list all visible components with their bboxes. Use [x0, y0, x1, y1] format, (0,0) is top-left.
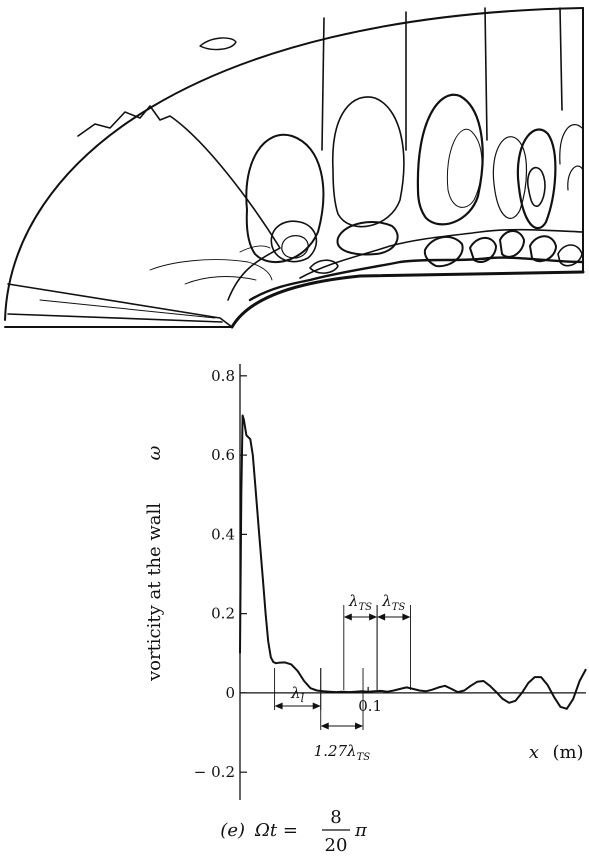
series-layer: [239, 414, 587, 710]
eddy-5-outer: [559, 124, 583, 165]
wall-cell-4: [499, 230, 525, 258]
wavelength-annotations: λl 1.27λTS λTS λTS: [274, 592, 411, 763]
eddy-2-lower: [336, 221, 399, 256]
wavy-wall-band-2: [299, 228, 584, 279]
caption-lhs: Ωt =: [254, 820, 298, 841]
figure-caption: (e) Ωt = 8 20 π: [220, 807, 368, 856]
leading-streak: [7, 283, 233, 328]
thin-contour-c: [239, 245, 271, 253]
lambda-ts-scaled-arrow-left: [320, 722, 329, 730]
top-left-blob: [199, 37, 237, 51]
thin-contour-a: [149, 259, 273, 281]
caption-suffix: π: [354, 820, 368, 841]
lambda-l-arrow-right: [312, 702, 321, 710]
x-tick-label: 0.1: [358, 697, 382, 715]
wall-cell-2: [423, 235, 464, 268]
vertical-line-3: [484, 7, 488, 141]
y-axis-label: vorticity at the wall: [144, 503, 165, 682]
y-tick-label: − 0.2: [194, 763, 235, 781]
vertical-line-4: [559, 7, 563, 111]
eddy-5-inner: [567, 165, 584, 191]
caption-denominator: 20: [325, 835, 348, 856]
vorticity-contour-plot: [4, 7, 585, 329]
eddy-4-outer: [492, 136, 528, 219]
wall-vorticity-chart: 0.8 0.6 0.4 0.2 0 − 0.2 0.1 λl 1.27λTS λTS λTS v…: [144, 364, 587, 800]
lambda-ts-2-arrow-right: [402, 613, 411, 621]
leading-streak-low: [7, 313, 223, 323]
y-tick-label: 0.2: [211, 605, 235, 623]
eddy-4-core: [526, 166, 546, 208]
eddy-3-outer: [416, 93, 484, 226]
domain-outer-arc: [4, 7, 584, 321]
lambda-ts-scaled-label: 1.27λTS: [314, 742, 371, 763]
y-tick-label: 0: [225, 684, 235, 702]
y-tick-label: 0.4: [211, 525, 235, 543]
outer-contour: [77, 105, 281, 301]
wall-vorticity-line: [239, 414, 587, 710]
lambda-ts-1-arrow-right: [369, 613, 378, 621]
eddy-1-outer: [245, 133, 325, 263]
eddy-2-outer: [332, 96, 405, 228]
y-tick-label: 0.8: [211, 367, 235, 385]
wall-cell-5: [529, 235, 557, 263]
lambda-ts-scaled-arrow-right: [355, 722, 364, 730]
y-tick-label: 0.6: [211, 446, 235, 464]
thin-contour-b: [184, 276, 257, 285]
lambda-l-arrow-left: [274, 702, 283, 710]
y-axis-symbol: ω: [144, 445, 165, 460]
eddy-1-core: [281, 235, 309, 259]
vertical-line-1: [321, 17, 325, 151]
lambda-ts-1-label: λTS: [348, 592, 372, 613]
caption-numerator: 8: [330, 807, 341, 828]
caption-prefix: (e): [220, 820, 245, 841]
eddy-1-inner: [270, 220, 318, 263]
leading-streak-inner: [39, 299, 216, 319]
lambda-l-label: λl: [290, 684, 305, 705]
eddy-4-bold: [516, 128, 557, 230]
y-axis: 0.8 0.6 0.4 0.2 0 − 0.2: [194, 364, 247, 800]
eddy-3-inner: [446, 129, 483, 208]
lambda-ts-2-label: λTS: [381, 592, 405, 613]
lambda-ts-2-arrow-left: [377, 613, 386, 621]
x-axis-unit: (m): [552, 742, 583, 763]
wavy-wall-band: [248, 256, 585, 302]
x-axis-symbol: x: [529, 742, 539, 763]
wall-cell-6: [557, 244, 583, 267]
wall-cell-3: [469, 237, 497, 264]
wall-cell-1: [309, 259, 339, 274]
lambda-ts-1-arrow-left: [343, 613, 352, 621]
wall-curve: [230, 270, 585, 329]
